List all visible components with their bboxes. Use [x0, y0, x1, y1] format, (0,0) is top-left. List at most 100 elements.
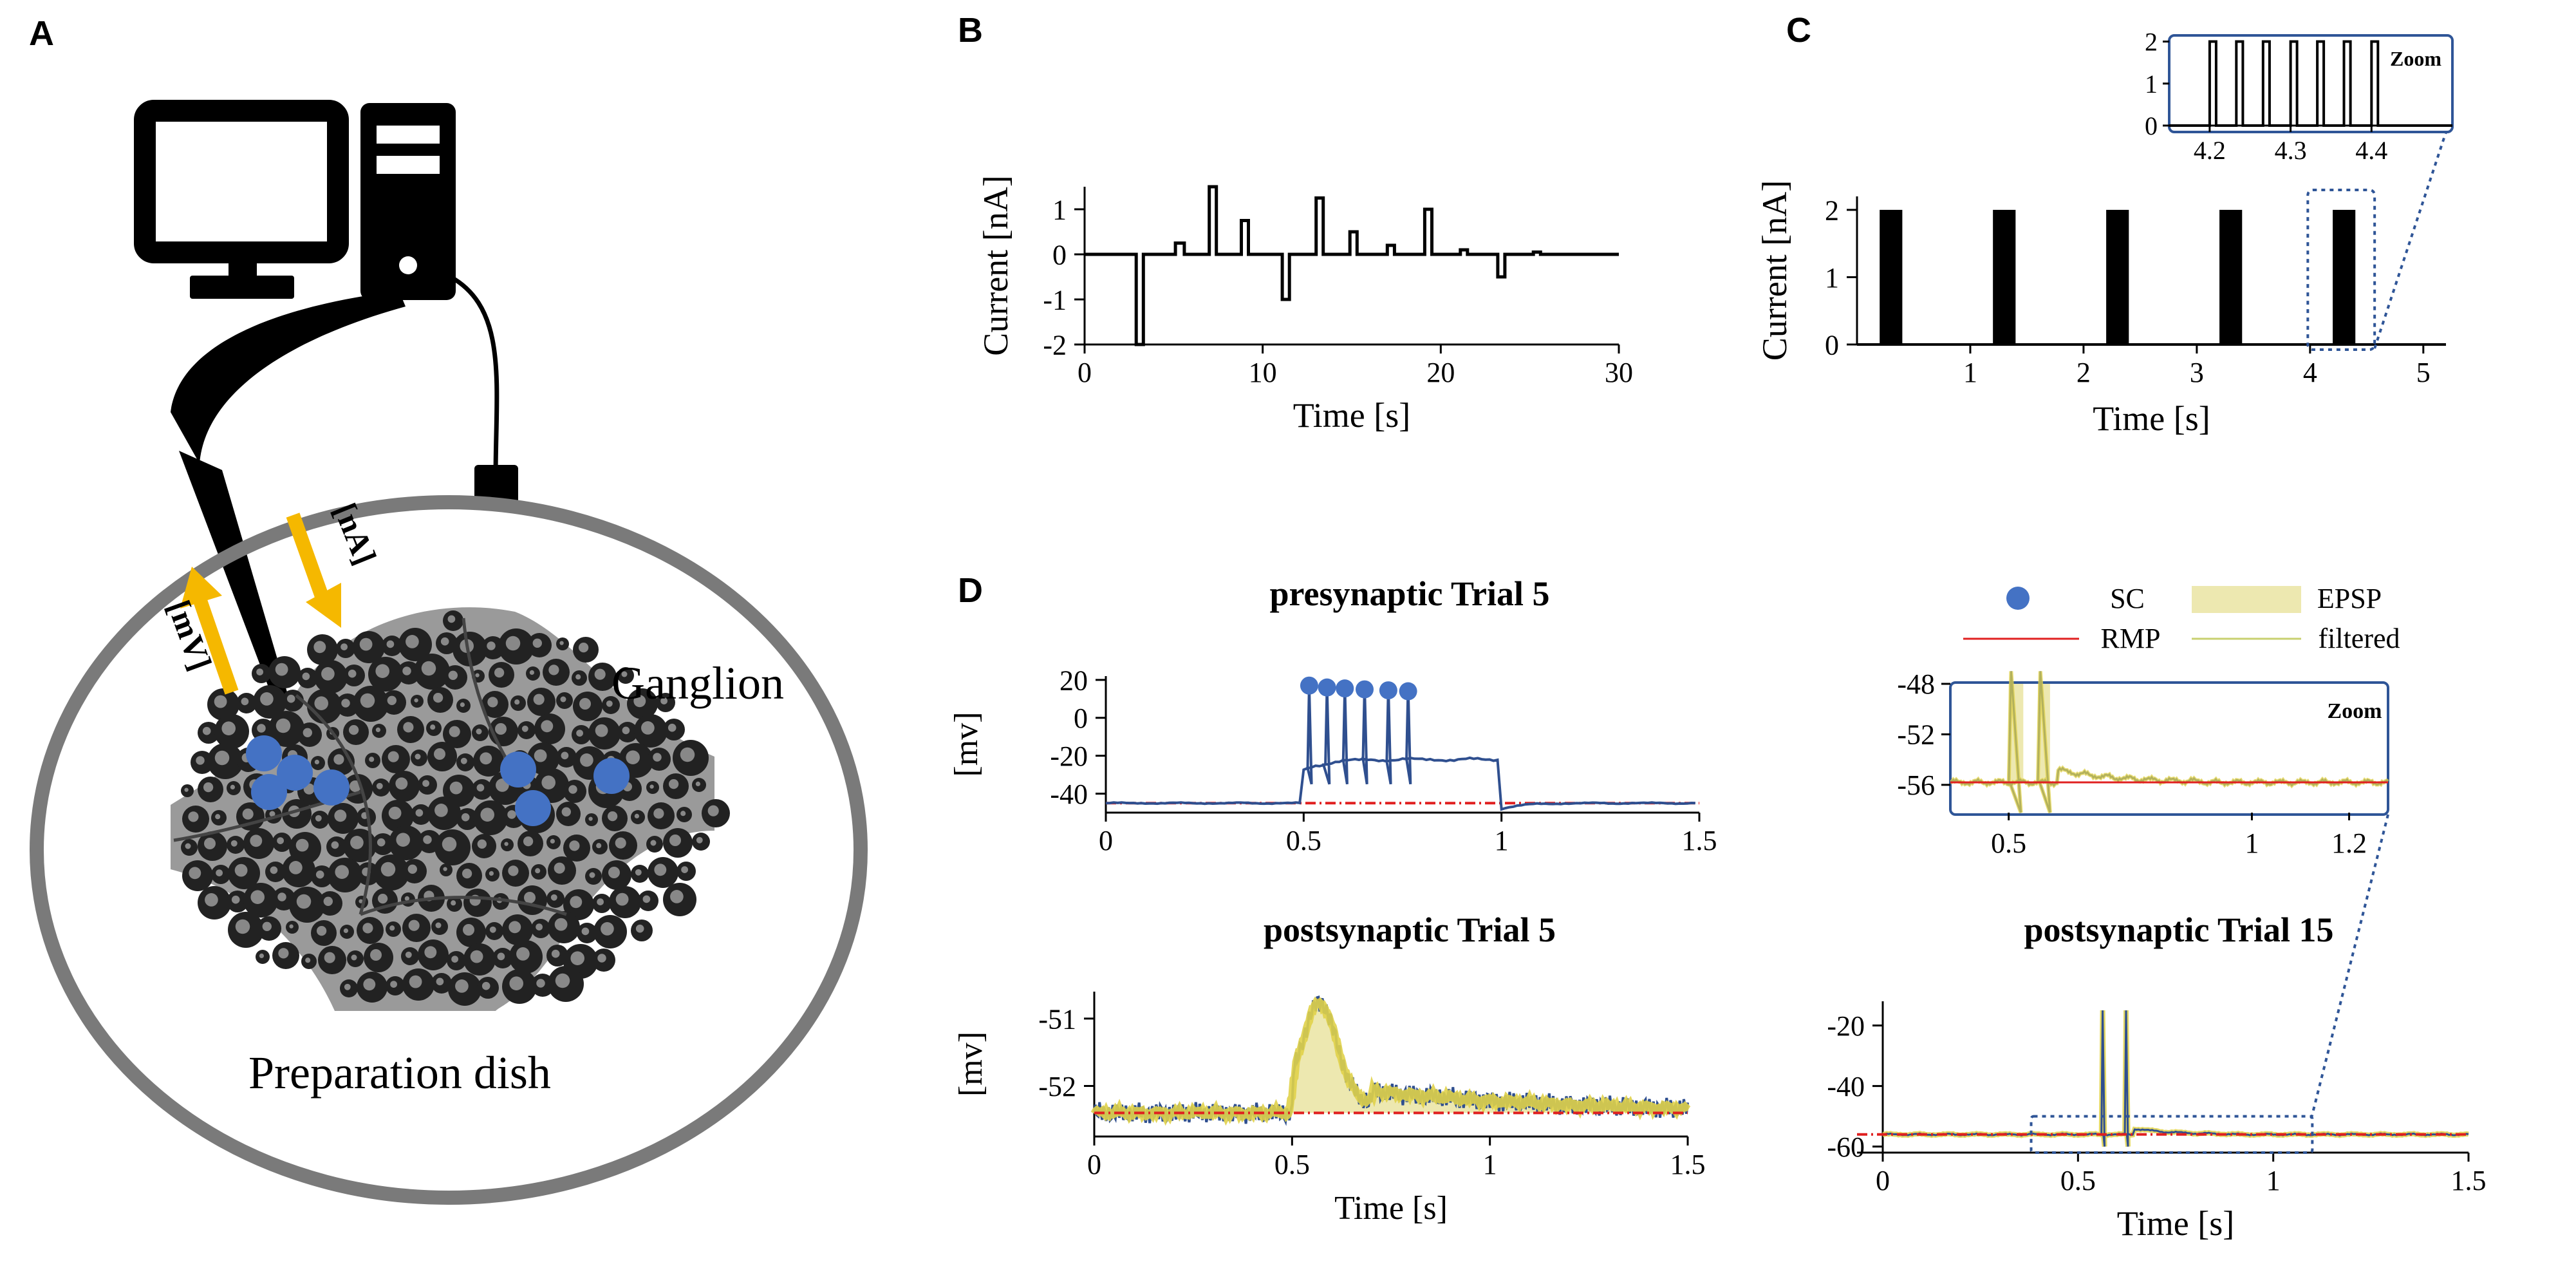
pulse-burst — [2106, 209, 2129, 344]
ganglion-cell-highlight — [463, 924, 474, 936]
ganglion-cell-highlight — [578, 642, 589, 653]
inset-title: Zoom — [2390, 47, 2441, 70]
ganglion-cell-highlight — [541, 775, 555, 789]
legend-rmp-label: RMP — [2101, 623, 2161, 654]
monitor-icon — [134, 100, 349, 299]
ganglion-cell-highlight — [286, 694, 295, 703]
ganglion-cell-highlight — [409, 975, 422, 988]
chart-title-postsynaptic-15: postsynaptic Trial 15 — [2024, 910, 2333, 949]
y-tick-label: -52 — [1897, 719, 1935, 750]
ganglion-cell-highlight — [707, 805, 719, 816]
ganglion-cell-highlight — [561, 751, 569, 760]
ganglion-cell-highlight — [313, 641, 326, 654]
ganglion-cell-highlight — [550, 894, 557, 901]
zoom-connector — [2373, 122, 2450, 349]
ganglion-cell-highlight — [495, 723, 507, 735]
chart-title-postsynaptic-5: postsynaptic Trial 5 — [1264, 910, 1556, 949]
ganglion-cell-highlight — [348, 724, 359, 735]
ganglion-cell-highlight — [289, 924, 294, 929]
ganglion-cell-highlight — [649, 784, 654, 789]
ganglion-cell-highlight — [695, 781, 700, 786]
ganglion-cell-highlight — [480, 752, 492, 765]
x-tick-label: 1 — [1963, 357, 1977, 388]
y-tick-label: -40 — [1827, 1071, 1865, 1102]
ganglion-cell-highlight — [449, 781, 463, 795]
ganglion-cell-highlight — [205, 893, 218, 907]
y-tick-label: 0 — [2145, 111, 2158, 140]
ganglion-cell-highlight — [256, 668, 263, 675]
ganglion-cell-highlight — [514, 699, 520, 705]
x-tick-label: 0.5 — [2060, 1165, 2096, 1196]
ganglion-cell-highlight — [348, 669, 357, 678]
y-axis-label: [mv] — [953, 1032, 989, 1097]
ganglion-cell-highlight — [447, 615, 456, 623]
ganglion-cell-highlight — [376, 782, 383, 789]
ganglion-cell-highlight — [370, 949, 382, 961]
y-tick-label: -56 — [1897, 769, 1935, 801]
ganglion-cell-highlight — [560, 696, 566, 703]
sc-marker — [1300, 676, 1318, 695]
ganglion-cell-highlight — [363, 978, 376, 991]
ganglion-cell-highlight — [597, 898, 604, 905]
ganglion-cell-highlight — [534, 749, 547, 762]
ganglion-cell-highlight — [541, 720, 554, 733]
ganglion-cell-highlight — [277, 837, 284, 844]
ganglion-cell-highlight — [402, 666, 411, 675]
ganglion-cell-highlight — [555, 973, 570, 988]
ganglion-cell-highlight — [369, 757, 375, 762]
ganglion-cell-highlight — [462, 868, 472, 879]
ganglion-cell-highlight — [375, 664, 389, 678]
chart-d-zoom-inset: -48 -52 -56 0.5 1 1.2 Zoom — [1897, 668, 2389, 1121]
ganglion-cell-highlight — [230, 840, 238, 847]
ganglion-cell-highlight — [188, 811, 199, 822]
ganglion-cell-highlight — [414, 698, 418, 703]
ganglion-cell-highlight — [670, 890, 684, 903]
neuron-marker — [500, 751, 536, 788]
ganglion-cell-highlight — [423, 835, 432, 844]
ganglion-cell-highlight — [241, 697, 249, 706]
sc-marker — [1336, 679, 1354, 698]
ganglion-cell-highlight — [680, 747, 695, 762]
panel-label-b: B — [958, 11, 983, 50]
ganglion-cell-highlight — [594, 668, 606, 680]
ganglion-cell-highlight — [189, 867, 201, 880]
ganglion-cell-highlight — [536, 923, 543, 930]
ganglion-cell-highlight — [350, 836, 364, 849]
ganglion-cell-highlight — [351, 954, 357, 961]
ganglion-cell-highlight — [480, 807, 494, 822]
x-tick-label: 5 — [2416, 357, 2431, 388]
ganglion-cell-highlight — [634, 813, 640, 818]
neuron-marker — [251, 774, 287, 810]
recorded-neurons — [246, 735, 630, 826]
ganglion-cell-highlight — [681, 866, 688, 873]
ganglion-cell-highlight — [289, 861, 303, 874]
pulse-burst — [2333, 209, 2356, 344]
ganglion-cell-highlight — [424, 946, 437, 959]
y-tick-label: 0 — [1074, 703, 1088, 734]
y-tick-label: 0 — [1052, 239, 1067, 270]
ganglion-cell-highlight — [487, 697, 498, 708]
ganglion-cell-highlight — [475, 673, 480, 677]
ganglion-cell-highlight — [554, 918, 568, 931]
ganglion-cell-highlight — [635, 924, 644, 933]
ganglion-cell-highlight — [407, 864, 417, 874]
ganglion-cell-highlight — [442, 836, 457, 852]
ganglion-cell-highlight — [533, 693, 545, 705]
legend-filtered-label: filtered — [2318, 623, 2400, 654]
neuron-marker — [593, 758, 630, 794]
ganglion-cell-highlight — [597, 954, 606, 963]
chart-b-current-protocol: 0 10 20 30 -2 -1 0 1 Time [s] Current [nA] — [976, 175, 1633, 435]
panel-a-schematic: [nA] [mV] Ganglion Preparation dish — [30, 100, 868, 1205]
ganglion-cell-highlight — [548, 665, 559, 675]
ganglion-cell-highlight — [362, 923, 373, 934]
neuron-marker — [515, 790, 551, 826]
zoom-box — [2306, 189, 2376, 351]
y-tick-label: -40 — [1050, 778, 1088, 810]
ganglion-cell-highlight — [359, 637, 373, 651]
ganglion-cell-highlight — [470, 950, 483, 963]
chart-d-postsynaptic-15: 0 0.5 1 1.5 -20 -40 -60 Time [s] — [1827, 1001, 2487, 1243]
neuron-marker — [246, 735, 282, 771]
ganglion-cell-highlight — [434, 804, 448, 817]
dish-label: Preparation dish — [248, 1047, 551, 1099]
x-axis-label: Time [s] — [2093, 399, 2210, 438]
